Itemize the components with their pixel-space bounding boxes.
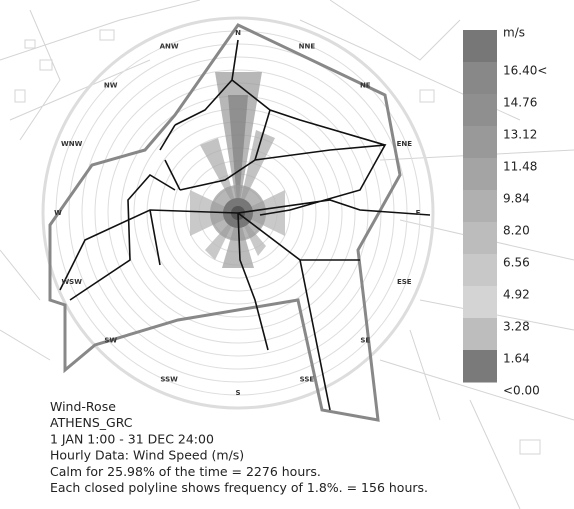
legend-swatch <box>463 286 497 319</box>
legend-swatch <box>463 318 497 351</box>
legend-label: 11.48 <box>503 160 537 174</box>
direction-label: SW <box>104 336 117 344</box>
info-line: Each closed polyline shows frequency of … <box>50 480 428 495</box>
direction-label: SE <box>360 336 370 344</box>
direction-label: ANW <box>160 43 179 51</box>
info-line: Wind-Rose <box>50 399 116 414</box>
direction-label: S <box>235 389 240 397</box>
legend-swatch <box>463 222 497 255</box>
info-line: ATHENS_GRC <box>50 415 133 430</box>
legend-swatch <box>463 254 497 287</box>
legend-swatch <box>463 30 497 63</box>
info-line: Hourly Data: Wind Speed (m/s) <box>50 448 244 463</box>
direction-label: N <box>235 29 241 37</box>
legend-label: 6.56 <box>503 256 530 270</box>
legend-swatch <box>463 62 497 95</box>
direction-label: NE <box>360 82 371 90</box>
ring <box>41 16 435 410</box>
direction-label: NW <box>104 82 118 90</box>
legend-label: 9.84 <box>503 192 530 206</box>
legend-label: <0.00 <box>503 384 540 398</box>
ring <box>55 30 421 396</box>
legend-label: 4.92 <box>503 288 530 302</box>
legend-swatch <box>463 94 497 127</box>
direction-label: SSE <box>300 375 315 383</box>
legend-swatch <box>463 158 497 191</box>
direction-label: E <box>416 209 421 217</box>
legend-label: 8.20 <box>503 224 530 238</box>
legend-label: 14.76 <box>503 96 537 110</box>
direction-label: WSW <box>61 278 82 286</box>
rose-petals <box>190 72 285 268</box>
legend-label: 13.12 <box>503 128 537 142</box>
direction-label: NNE <box>299 43 316 51</box>
info-line: Calm for 25.98% of the time = 2276 hours… <box>50 464 321 479</box>
legend-swatch <box>463 350 497 383</box>
ring <box>94 69 382 357</box>
compass-labels: N NNE NE ENE E ESE SE SSE S SSW SW WSW W WNW NW ANW <box>54 29 420 397</box>
direction-label: ENE <box>397 140 413 148</box>
legend-label: 1.64 <box>503 352 530 366</box>
roads <box>59 39 431 411</box>
legend-unit: m/s <box>503 26 525 40</box>
direction-label: SSW <box>160 375 178 383</box>
legend: m/s 16.40< 14.76 13.12 11.48 9.84 8.20 6.56 4.9… <box>463 26 547 398</box>
legend-swatch <box>463 126 497 159</box>
legend-label: 3.28 <box>503 320 530 334</box>
direction-label: WNW <box>61 140 83 148</box>
legend-swatch <box>463 190 497 223</box>
legend-label: 16.40< <box>503 64 547 78</box>
direction-label: ESE <box>397 278 412 286</box>
direction-label: W <box>54 209 62 217</box>
info-line: 1 JAN 1:00 - 31 DEC 24:00 <box>50 431 214 446</box>
